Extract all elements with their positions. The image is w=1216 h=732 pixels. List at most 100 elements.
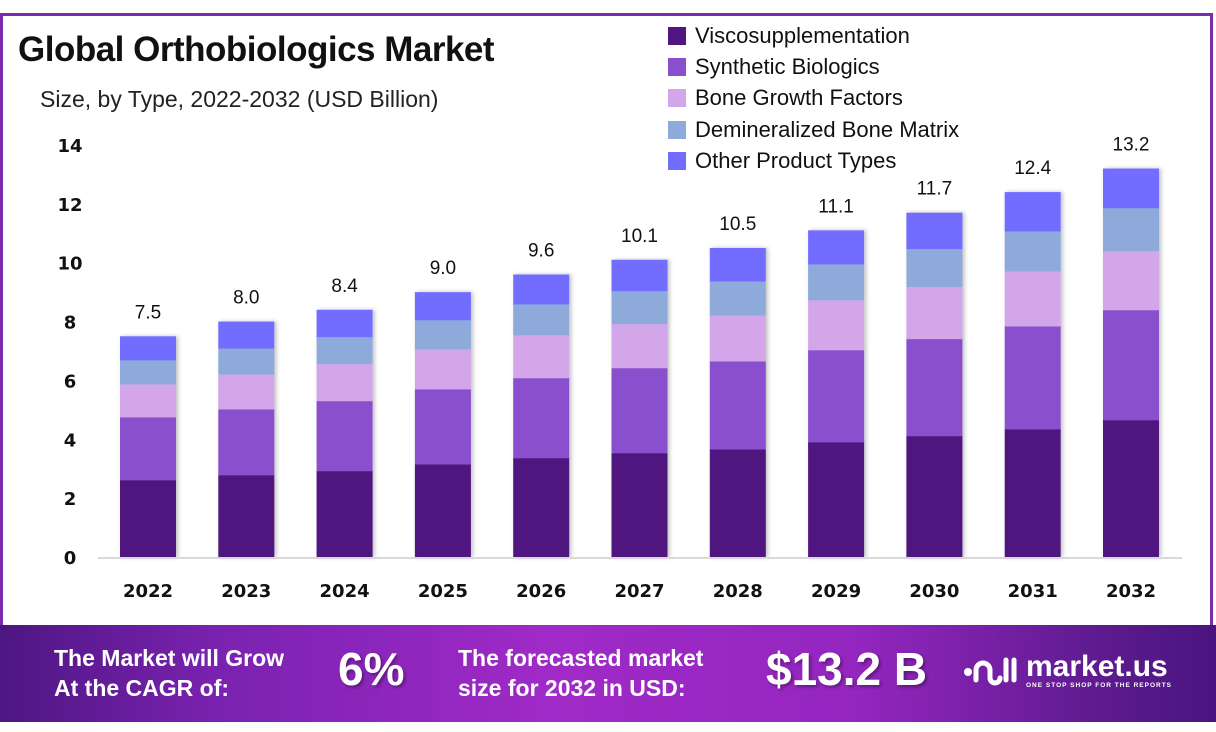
bars-group — [120, 168, 1159, 558]
bar-segment-other-product-types — [611, 259, 668, 292]
cagr-caption-line2: At the CAGR of: — [54, 675, 230, 701]
bar-segment-other-product-types — [316, 309, 373, 338]
legend-swatch — [668, 57, 686, 76]
bar-segment-bone-growth-factors — [611, 323, 668, 369]
bar-segment-other-product-types — [709, 248, 766, 282]
legend-item-demineralized-bone-matrix: Demineralized Bone Matrix — [668, 114, 959, 145]
legend-label: Bone Growth Factors — [695, 85, 903, 111]
bar-2027 — [611, 259, 668, 558]
total-label: 7.5 — [135, 302, 161, 323]
cagr-caption-line1: The Market will Grow — [54, 645, 285, 671]
y-tick-label: 0 — [64, 548, 77, 569]
bar-2028 — [709, 248, 766, 558]
bar-segment-other-product-types — [513, 274, 570, 305]
bar-segment-demineralized-bone-matrix — [709, 280, 766, 316]
bar-2023 — [218, 321, 275, 558]
total-label: 11.1 — [818, 196, 854, 217]
total-label: 10.1 — [621, 226, 658, 247]
bar-segment-viscosupplementation — [1103, 419, 1159, 558]
bar-segment-demineralized-bone-matrix — [120, 359, 176, 385]
bar-segment-viscosupplementation — [808, 441, 865, 558]
y-tick-label: 6 — [64, 371, 77, 392]
bar-segment-demineralized-bone-matrix — [1004, 230, 1061, 272]
bar-segment-bone-growth-factors — [513, 334, 570, 379]
bar-2029 — [808, 230, 865, 558]
cagr-value: 6% — [338, 643, 405, 695]
x-tick-label: 2027 — [614, 581, 664, 602]
bar-segment-viscosupplementation — [414, 464, 471, 558]
total-label: 13.2 — [1113, 135, 1150, 156]
y-axis: 0 2 4 6 8 10 12 14 — [57, 136, 82, 569]
bar-segment-synthetic-biologics — [316, 400, 373, 472]
bar-segment-synthetic-biologics — [218, 408, 275, 476]
bar-2024 — [316, 309, 373, 558]
bar-segment-viscosupplementation — [906, 435, 963, 558]
bar-segment-synthetic-biologics — [1103, 309, 1159, 421]
bar-segment-bone-growth-factors — [1004, 270, 1061, 327]
legend-label: Demineralized Bone Matrix — [695, 116, 960, 142]
forecast-caption-line2: size for 2032 in USD: — [458, 675, 686, 701]
y-tick-label: 4 — [64, 430, 77, 451]
bar-segment-demineralized-bone-matrix — [414, 319, 471, 350]
cagr-caption: The Market will Grow At the CAGR of: — [54, 643, 284, 703]
bar-segment-bone-growth-factors — [316, 363, 373, 402]
bar-segment-demineralized-bone-matrix — [906, 248, 963, 288]
y-tick-label: 8 — [64, 313, 77, 334]
bar-segment-demineralized-bone-matrix — [611, 290, 668, 325]
bar-segment-bone-growth-factors — [414, 348, 471, 390]
bar-segment-synthetic-biologics — [808, 349, 865, 443]
chart-title: Global Orthobiologics Market — [18, 30, 495, 69]
y-tick-label: 14 — [57, 136, 82, 157]
x-tick-label: 2031 — [1008, 581, 1058, 602]
bar-segment-viscosupplementation — [513, 457, 570, 558]
bar-2032 — [1103, 168, 1159, 558]
bar-segment-demineralized-bone-matrix — [808, 263, 865, 301]
bar-segment-synthetic-biologics — [120, 416, 176, 481]
x-tick-label: 2023 — [221, 581, 271, 602]
bar-segment-other-product-types — [808, 230, 865, 265]
total-label: 8.0 — [233, 288, 259, 309]
chart-subtitle: Size, by Type, 2022-2032 (USD Billion) — [40, 86, 439, 112]
y-tick-label: 2 — [64, 489, 77, 510]
logo-name: market.us — [1026, 649, 1168, 683]
bar-segment-synthetic-biologics — [906, 338, 963, 437]
bar-segment-demineralized-bone-matrix — [513, 303, 570, 336]
bar-segment-other-product-types — [120, 336, 176, 361]
y-tick-label: 12 — [57, 195, 82, 216]
x-tick-label: 2026 — [516, 581, 566, 602]
forecast-value: $13.2 B — [766, 643, 928, 695]
legend-item-viscosupplementation: Viscosupplementation — [668, 20, 959, 51]
bar-2025 — [414, 292, 471, 558]
x-tick-label: 2025 — [418, 581, 468, 602]
market-us-logo-icon — [964, 657, 1017, 686]
bar-segment-viscosupplementation — [218, 474, 275, 558]
forecast-caption-line1: The forecasted market — [458, 645, 704, 671]
bar-segment-synthetic-biologics — [414, 388, 471, 465]
bar-segment-bone-growth-factors — [120, 383, 176, 418]
bar-2030 — [906, 212, 963, 558]
legend-swatch — [668, 120, 686, 139]
bar-segment-bone-growth-factors — [808, 299, 865, 351]
bar-segment-viscosupplementation — [316, 470, 373, 558]
bar-segment-other-product-types — [1103, 168, 1159, 209]
legend-label: Other Product Types — [695, 147, 897, 173]
total-label: 9.0 — [430, 258, 456, 279]
bar-segment-viscosupplementation — [611, 452, 668, 558]
bar-segment-viscosupplementation — [1004, 428, 1061, 558]
legend: Viscosupplementation Synthetic Biologics… — [668, 20, 959, 176]
bar-segment-synthetic-biologics — [611, 367, 668, 454]
legend-label: Synthetic Biologics — [695, 53, 880, 79]
legend-item-other-product-types: Other Product Types — [668, 145, 959, 176]
legend-item-bone-growth-factors: Bone Growth Factors — [668, 83, 959, 114]
bar-2031 — [1004, 192, 1061, 558]
bar-segment-demineralized-bone-matrix — [316, 336, 373, 365]
bar-2026 — [513, 274, 570, 558]
bar-segment-viscosupplementation — [709, 448, 766, 558]
bar-segment-bone-growth-factors — [218, 373, 275, 410]
total-label: 9.6 — [528, 240, 554, 261]
chart-frame — [0, 13, 1213, 627]
x-tick-label: 2029 — [811, 581, 861, 602]
bar-segment-synthetic-biologics — [513, 377, 570, 459]
legend-swatch — [668, 89, 686, 108]
x-tick-label: 2024 — [320, 581, 370, 602]
